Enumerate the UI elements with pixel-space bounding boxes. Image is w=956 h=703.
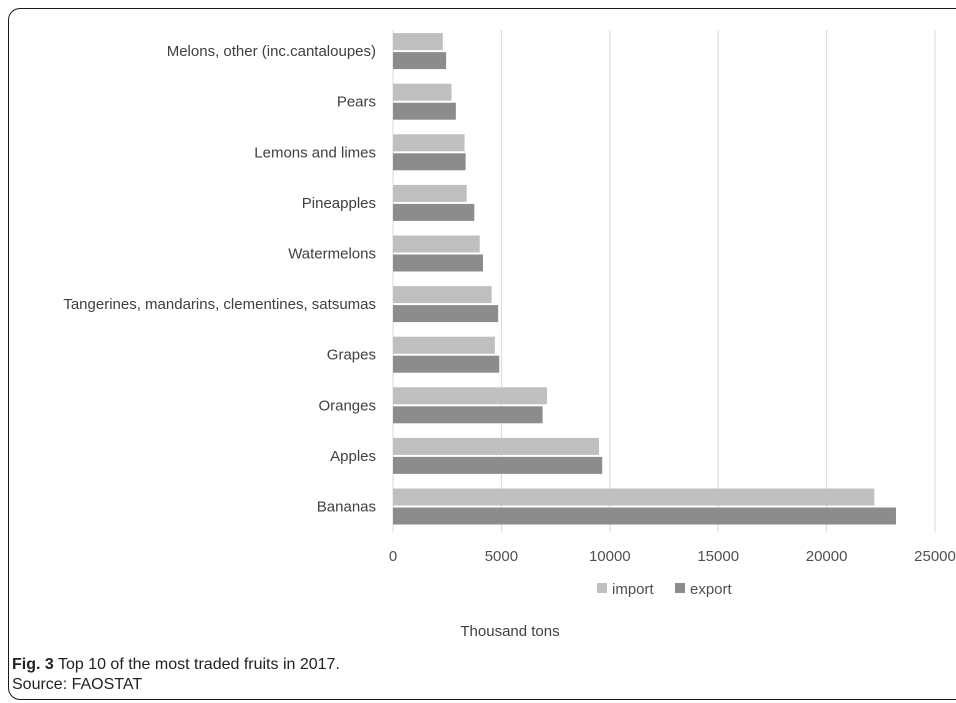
bar-export-9: [393, 52, 447, 70]
bar-import-1: [393, 437, 599, 455]
x-tick-label: 0: [389, 548, 397, 565]
bar-export-1: [393, 456, 603, 474]
x-tick-label: 25000: [914, 548, 956, 565]
x-tick-label: 10000: [589, 548, 631, 565]
caption-text: Top 10 of the most traded fruits in 2017…: [53, 656, 340, 673]
caption-line: Fig. 3 Top 10 of the most traded fruits …: [12, 655, 912, 675]
category-label: Pineapples: [302, 195, 376, 212]
bar-import-5: [393, 235, 480, 253]
bar-import-9: [393, 33, 443, 51]
bar-import-4: [393, 286, 492, 304]
bar-import-6: [393, 184, 467, 202]
legend-swatch-import: [597, 583, 607, 593]
legend-swatch-export: [675, 583, 685, 593]
bars: [393, 33, 896, 525]
bar-export-5: [393, 254, 483, 272]
category-label: Bananas: [317, 499, 376, 516]
x-tick-label: 20000: [806, 548, 848, 565]
bar-export-8: [393, 102, 456, 120]
category-label: Lemons and limes: [254, 144, 376, 161]
bar-import-3: [393, 336, 495, 354]
bar-chart: Bananas Apples Oranges Grapes Tangerines, ma…: [63, 30, 956, 640]
bar-import-2: [393, 387, 547, 405]
x-axis-title: Thousand tons: [460, 623, 559, 640]
category-label: Melons, other (inc.cantaloupes): [167, 43, 376, 60]
legend-label-export: export: [690, 581, 733, 598]
legend-label-import: import: [612, 581, 655, 598]
x-tick-label: 5000: [485, 548, 518, 565]
caption-label: Fig. 3: [12, 656, 54, 673]
x-tick-labels: 0 5000 10000 15000 20000 25000: [389, 548, 956, 565]
category-label: Apples: [330, 448, 376, 465]
bar-import-0: [393, 488, 875, 506]
caption-source: Source: FAOSTAT: [12, 676, 143, 693]
x-tick-label: 15000: [697, 548, 739, 565]
bar-export-7: [393, 153, 466, 171]
gridlines: [392, 30, 936, 532]
category-label: Oranges: [318, 397, 376, 414]
bar-export-2: [393, 406, 543, 424]
category-label: Tangerines, mandarins, clementines, sats…: [63, 296, 376, 313]
legend: import export: [597, 581, 733, 598]
category-label: Grapes: [327, 347, 376, 364]
bar-import-7: [393, 134, 465, 152]
category-label: Pears: [337, 94, 376, 111]
bar-import-8: [393, 83, 452, 101]
bar-export-0: [393, 507, 896, 525]
category-labels: Bananas Apples Oranges Grapes Tangerines, ma…: [63, 43, 376, 515]
figure-frame: [8, 8, 956, 700]
category-label: Watermelons: [288, 246, 376, 263]
bar-export-6: [393, 203, 475, 221]
bar-export-3: [393, 355, 500, 373]
bar-export-4: [393, 305, 499, 323]
figure-caption: Fig. 3 Top 10 of the most traded fruits …: [12, 655, 912, 695]
